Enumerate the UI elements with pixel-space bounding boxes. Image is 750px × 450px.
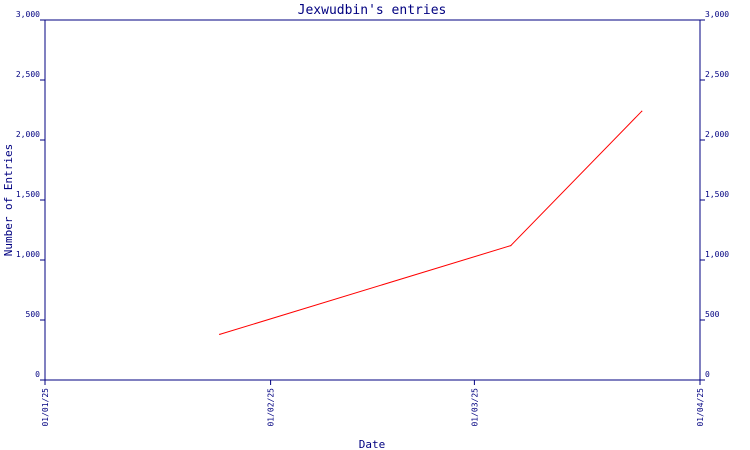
y-tick-label-right: 500 xyxy=(705,310,720,319)
y-tick-label-right: 2,000 xyxy=(705,130,729,139)
y-tick-label-right: 1,500 xyxy=(705,190,729,199)
y-tick-label-right: 2,500 xyxy=(705,70,729,79)
y-tick-label-left: 3,000 xyxy=(16,10,40,19)
y-tick-label-left: 500 xyxy=(26,310,41,319)
data-point xyxy=(510,245,512,247)
y-axis: 0 0 500 500 1,000 1,000 1,500 1,500 2,000 2,000 2,… xyxy=(16,10,729,381)
y-tick-label-left: 1,000 xyxy=(16,250,40,259)
series-group xyxy=(219,110,643,335)
x-tick-label: 01/04/25 xyxy=(696,388,705,427)
y-axis-label: Number of Entries xyxy=(2,144,15,257)
x-axis-label: Date xyxy=(359,438,386,450)
y-tick-label-left: 2,500 xyxy=(16,70,40,79)
x-tick-label: 01/02/25 xyxy=(267,388,276,427)
plot-area xyxy=(44,19,701,381)
data-point xyxy=(641,110,643,112)
y-tick-label-left: 0 xyxy=(35,370,40,379)
series-line xyxy=(219,110,643,335)
y-tick-label-left: 2,000 xyxy=(16,130,40,139)
chart-title: Jexwudbin's entries xyxy=(298,3,447,18)
y-tick-label-right: 1,000 xyxy=(705,250,729,259)
y-tick-label-right: 3,000 xyxy=(705,10,729,19)
y-tick-label-right: 0 xyxy=(705,370,710,379)
x-tick-label: 01/01/25 xyxy=(41,388,50,427)
x-axis: 01/01/25 01/02/25 01/03/25 01/04/25 xyxy=(41,380,705,427)
data-point xyxy=(219,333,221,335)
x-tick-label: 01/03/25 xyxy=(470,388,479,427)
y-tick-label-left: 1,500 xyxy=(16,190,40,199)
